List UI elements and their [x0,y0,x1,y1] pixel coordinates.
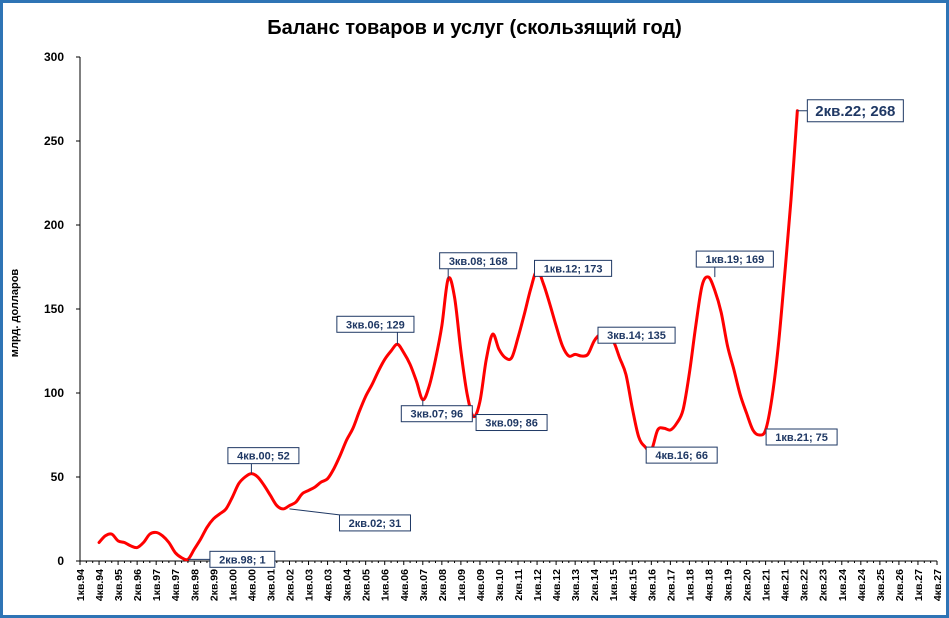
x-tick-label: 2кв.17 [665,569,677,601]
x-tick-label: 2кв.14 [589,569,601,601]
y-tick-label: 0 [57,554,64,568]
series-line [97,109,799,562]
x-tick-label: 4кв.03 [323,569,335,601]
annotation-label: 3кв.06; 129 [346,319,405,331]
annotation-label: 2кв.22; 268 [815,103,895,120]
annotation-label: 1кв.12; 173 [544,263,603,275]
x-tick-label: 1кв.27 [913,569,925,601]
annotation-box [695,250,774,268]
annotation-label: 2кв.98; 1 [219,554,266,566]
annotation-label: 3кв.09; 86 [485,418,538,430]
annotation-label: 4кв.16; 66 [655,450,708,462]
annotation-box [400,405,473,423]
annotation-label: 3кв.07; 96 [410,409,463,421]
x-tick-label: 1кв.97 [151,569,163,601]
x-tick-label: 2кв.20 [742,569,754,601]
chart-title: Баланс товаров и услуг (скользящий год) [267,17,682,39]
y-tick-label: 50 [51,470,65,484]
annotation-box [597,326,676,344]
x-tick-label: 1кв.06 [380,569,392,601]
x-tick-label: 1кв.03 [304,569,316,601]
x-tick-label: 3кв.19 [723,569,735,601]
y-tick-label: 150 [44,302,64,316]
x-tick-label: 2кв.08 [437,569,449,601]
x-tick-label: 3кв.95 [113,569,125,601]
x-tick-label: 1кв.15 [608,569,620,601]
x-tick-label: 2кв.96 [132,569,144,601]
annotation-box [806,99,904,123]
x-tick-label: 3кв.07 [418,569,430,601]
annotation-label: 1кв.21; 75 [775,432,828,444]
x-tick-label: 4кв.12 [551,569,563,601]
x-tick-label: 4кв.21 [780,569,792,601]
x-tick-label: 3кв.22 [799,569,811,601]
x-tick-label: 2кв.99 [208,569,220,601]
x-tick-label: 4кв.94 [94,569,106,601]
annotation-label: 2кв.02; 31 [349,518,402,530]
x-tick-label: 4кв.97 [170,569,182,601]
x-tick-label: 3кв.16 [646,569,658,601]
annotation-label: 1кв.19; 169 [705,254,764,266]
x-tick-label: 4кв.15 [627,569,639,601]
x-tick-label: 1кв.94 [75,569,87,601]
x-tick-label: 1кв.21 [761,569,773,601]
y-tick-label: 300 [44,50,64,64]
annotation-leader [289,508,340,516]
x-tick-label: 2кв.26 [894,569,906,601]
x-tick-label: 3кв.25 [875,569,887,601]
annotation-box [209,550,276,568]
x-tick-label: 1кв.12 [532,569,544,601]
x-tick-label: 4кв.00 [246,569,258,601]
x-tick-label: 1кв.09 [456,569,468,601]
x-tick-label: 4кв.27 [932,569,944,601]
x-tick-label: 1кв.18 [684,569,696,601]
annotation-box [645,446,718,464]
x-tick-label: 3кв.04 [342,569,354,601]
x-tick-label: 2кв.11 [513,569,525,601]
annotation-box [227,447,300,465]
y-tick-label: 200 [44,218,64,232]
x-tick-label: 2кв.23 [818,569,830,601]
annotation-label: 3кв.14; 135 [607,330,666,342]
x-tick-label: 4кв.06 [399,569,411,601]
annotation-box [534,259,613,277]
annotation-box [765,428,838,446]
annotation-label: 3кв.08; 168 [449,256,508,268]
annotation-box [475,414,548,432]
annotation-label: 4кв.00; 52 [237,451,290,463]
x-tick-label: 1кв.24 [837,569,849,601]
x-tick-label: 3кв.98 [189,569,201,601]
x-tick-label: 4кв.18 [703,569,715,601]
x-tick-label: 2кв.05 [361,569,373,601]
annotation-box [336,315,415,333]
x-tick-label: 4кв.09 [475,569,487,601]
x-tick-label: 2кв.02 [284,569,296,601]
annotation-box [439,252,518,270]
x-tick-label: 3кв.13 [570,569,582,601]
x-tick-label: 3кв.01 [265,569,277,601]
y-tick-label: 250 [44,134,64,148]
y-tick-label: 100 [44,386,64,400]
annotation-box [338,514,411,532]
x-tick-label: 4кв.24 [856,569,868,601]
x-tick-label: 3кв.10 [494,569,506,601]
x-tick-label: 1кв.00 [227,569,239,601]
